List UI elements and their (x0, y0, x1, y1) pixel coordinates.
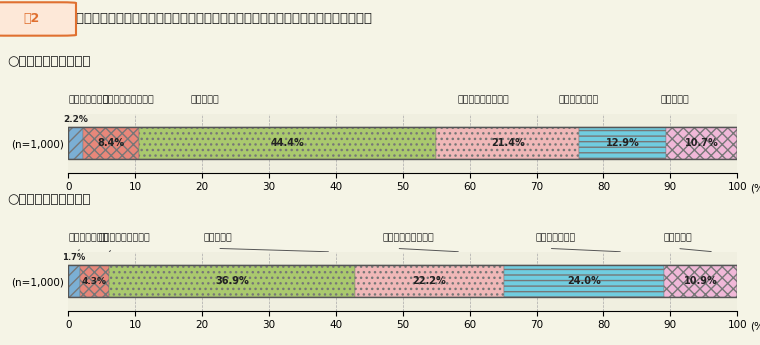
Bar (68, 265, 80, 297)
Text: 変わらない: 変わらない (204, 234, 233, 243)
Text: 図2: 図2 (24, 12, 40, 25)
Bar (436, 127, 579, 159)
Bar (579, 127, 666, 159)
Text: 4.3%: 4.3% (81, 277, 106, 286)
Text: (%): (%) (751, 321, 760, 331)
Bar (666, 127, 737, 159)
Text: 少し悪くなっている: 少し悪くなっている (458, 96, 509, 105)
Bar (109, 265, 356, 297)
Bar (83, 127, 139, 159)
Text: 近年の一般職の国家公務員の職務に係る倫理の保持の状況をどのように思いますか。: 近年の一般職の国家公務員の職務に係る倫理の保持の状況をどのように思いますか。 (68, 12, 372, 25)
Text: 2.2%: 2.2% (63, 115, 88, 124)
Text: 良くなっている: 良くなっている (68, 234, 109, 243)
Text: 36.9%: 36.9% (215, 276, 249, 286)
Text: 悪くなっている: 悪くなっている (535, 234, 575, 243)
Text: 8.4%: 8.4% (97, 138, 125, 148)
Text: 12.9%: 12.9% (606, 138, 639, 148)
Text: 少し良くなっている: 少し良くなっている (102, 96, 154, 105)
Text: (%): (%) (751, 183, 760, 193)
Bar (664, 265, 737, 297)
Text: 21.4%: 21.4% (491, 138, 524, 148)
Text: 10.9%: 10.9% (684, 276, 717, 286)
Text: 44.4%: 44.4% (271, 138, 305, 148)
Text: 良くなっている: 良くなっている (68, 96, 109, 105)
Bar (504, 265, 664, 297)
Text: 少し良くなっている: 少し良くなっている (99, 234, 150, 243)
Text: 分からない: 分からない (660, 96, 689, 105)
Bar (68, 127, 737, 159)
Text: 1.7%: 1.7% (62, 253, 86, 262)
Text: 24.0%: 24.0% (567, 276, 601, 286)
Text: 少し悪くなっている: 少し悪くなっている (383, 234, 435, 243)
Text: ○　幹部職員について: ○ 幹部職員について (8, 194, 91, 206)
Text: 10.7%: 10.7% (685, 138, 718, 148)
Text: ○　職員全体について: ○ 職員全体について (8, 56, 91, 68)
Text: 分からない: 分からない (663, 234, 692, 243)
Text: 悪くなっている: 悪くなっている (559, 96, 599, 105)
Bar (356, 265, 504, 297)
FancyBboxPatch shape (0, 2, 76, 36)
Bar (68, 127, 83, 159)
Text: 22.2%: 22.2% (413, 276, 446, 286)
Bar (80, 265, 109, 297)
Text: 変わらない: 変わらない (190, 96, 219, 105)
Bar (68, 265, 737, 297)
Bar (139, 127, 436, 159)
